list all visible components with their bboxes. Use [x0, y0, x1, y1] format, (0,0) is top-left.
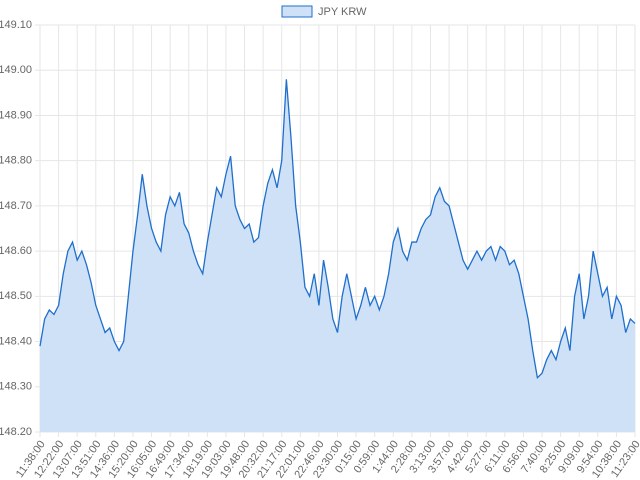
y-tick-label: 148.80: [0, 155, 32, 167]
y-tick-label: 148.30: [0, 381, 32, 393]
area-fill: [40, 79, 635, 433]
legend: JPY KRW: [281, 5, 367, 18]
line: [39, 79, 636, 380]
legend-swatch: [281, 5, 313, 18]
y-tick-label: 148.20: [0, 426, 32, 438]
y-tick-label: 149.00: [0, 64, 32, 76]
y-tick-label: 149.10: [0, 19, 32, 31]
y-tick-label: 148.60: [0, 245, 32, 257]
y-tick-label: 148.50: [0, 290, 32, 302]
legend-label: JPY KRW: [318, 6, 367, 18]
y-tick-label: 148.40: [0, 335, 32, 347]
y-tick-label: 148.70: [0, 200, 32, 212]
y-tick-label: 148.90: [0, 109, 32, 121]
